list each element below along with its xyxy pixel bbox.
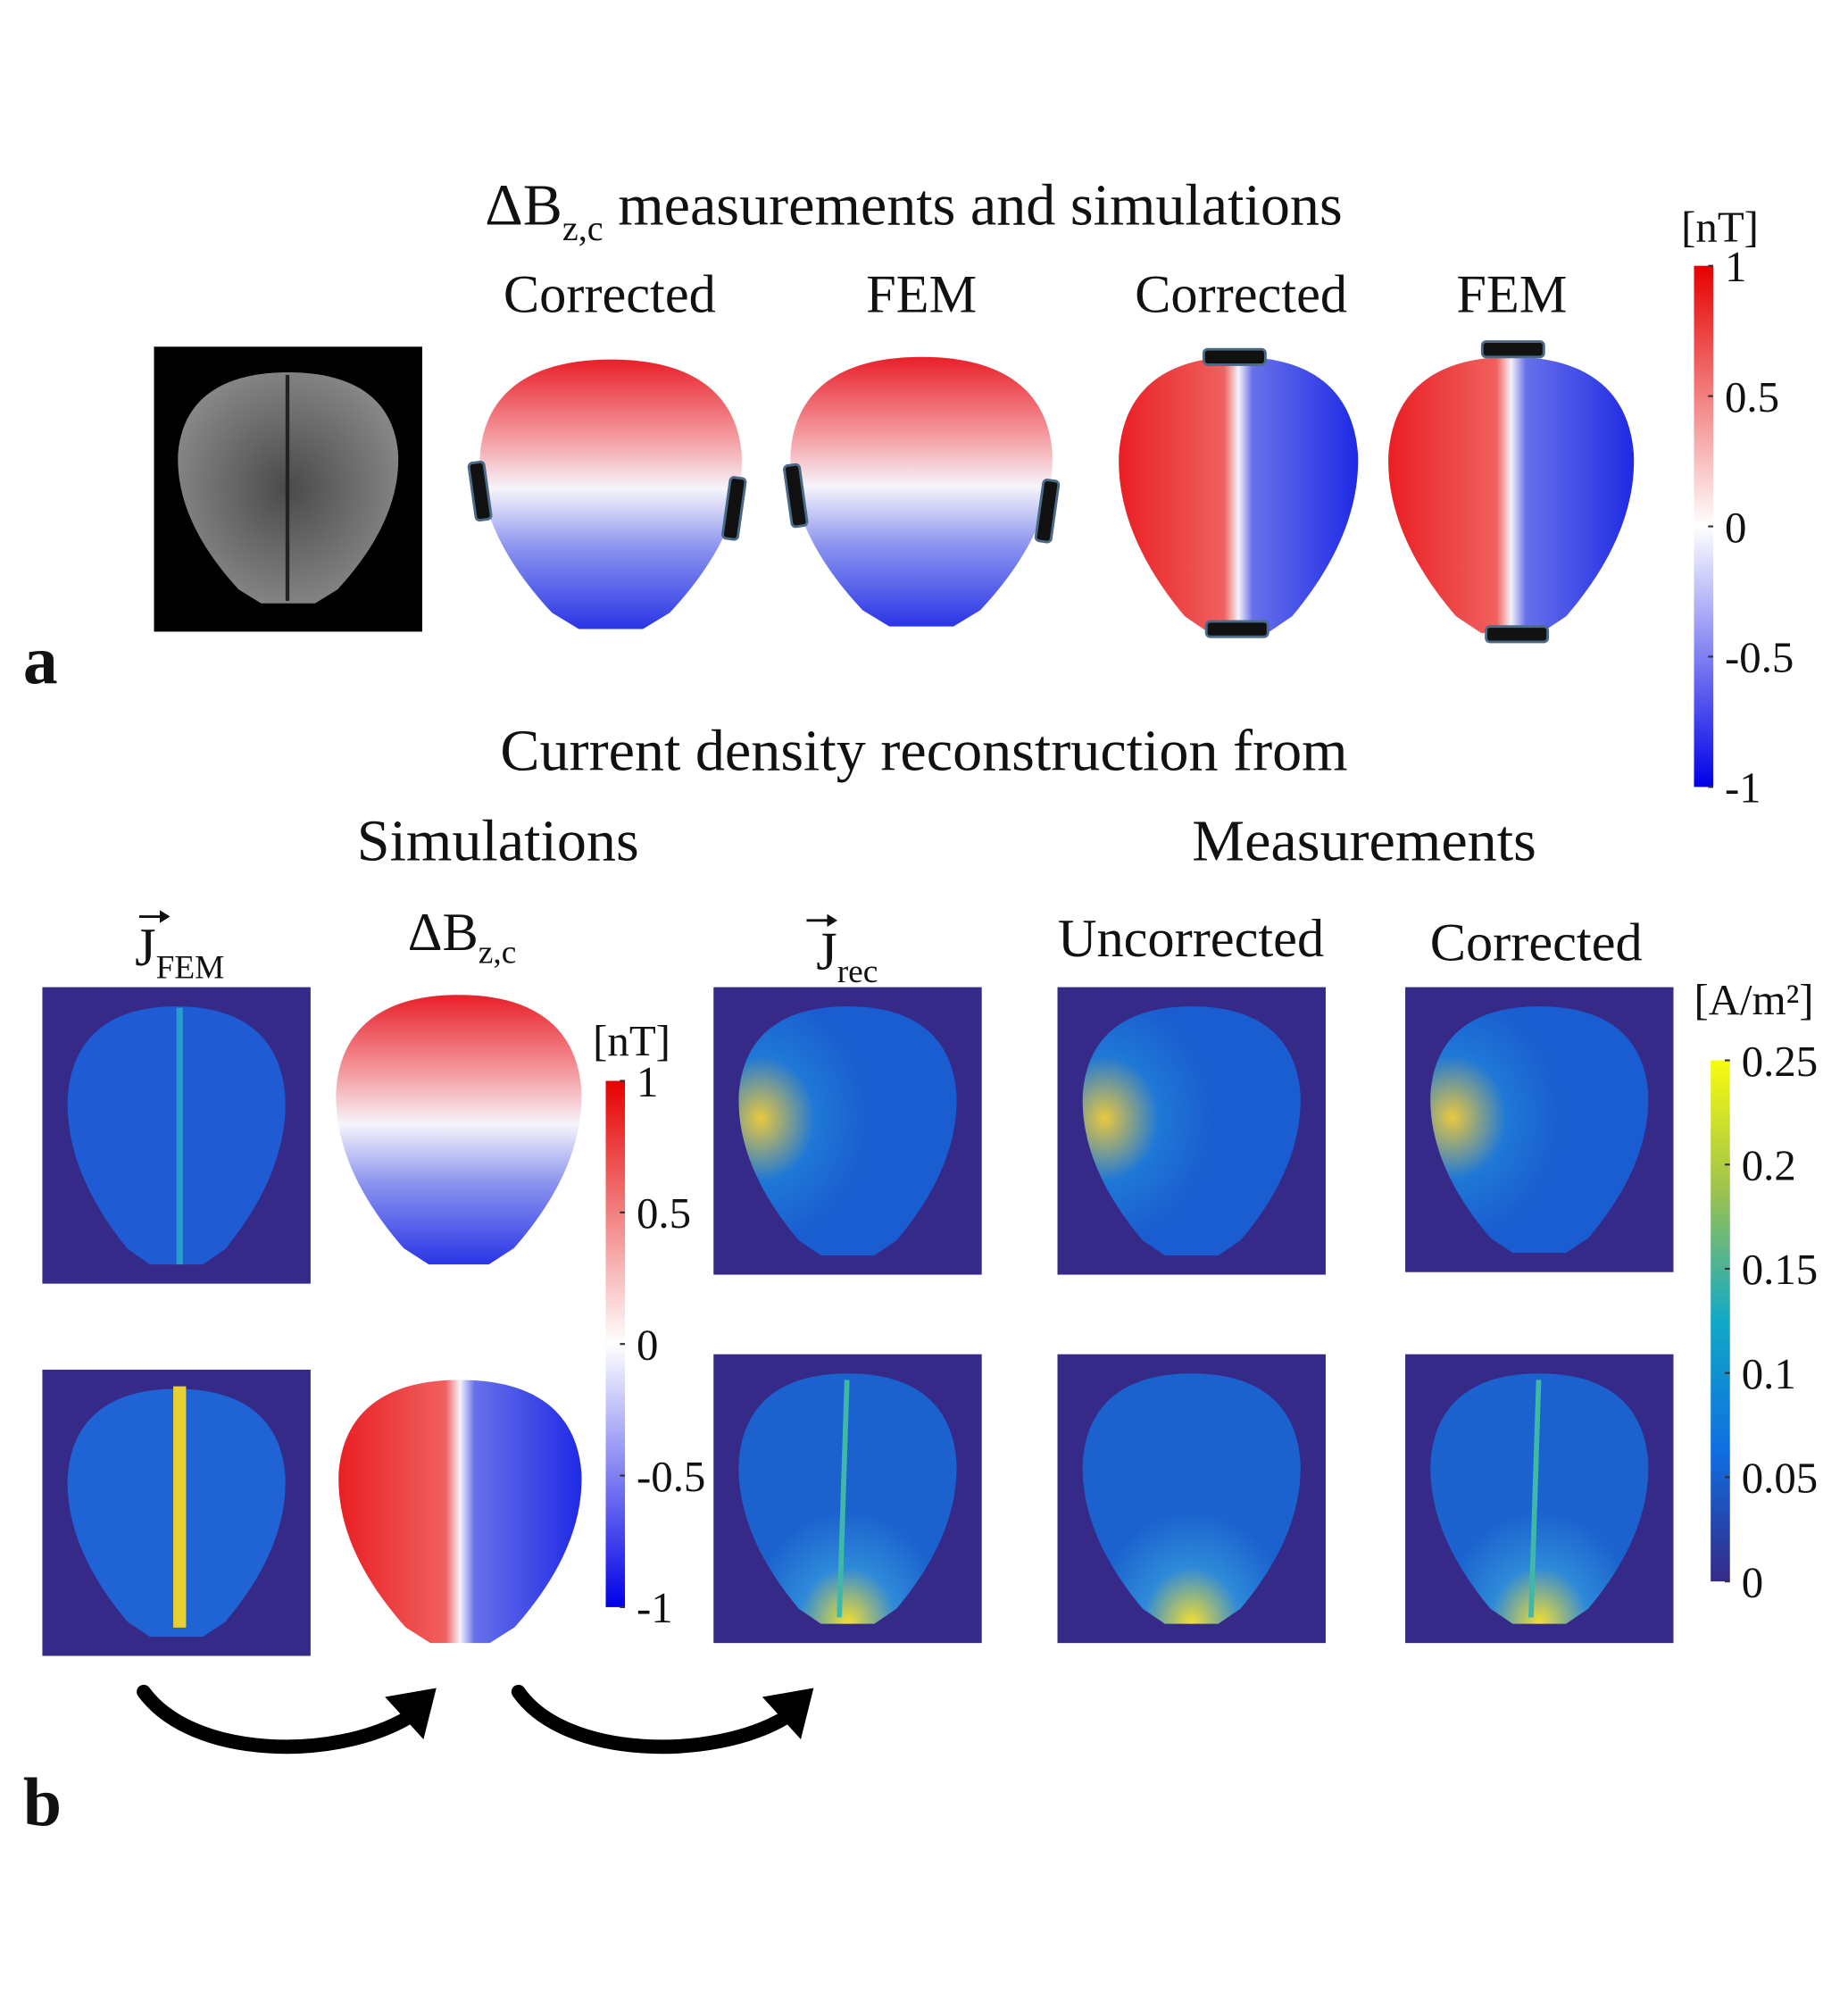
colorbar-tick-label: 0.25 bbox=[1742, 1037, 1819, 1086]
vector-arrow-head bbox=[827, 913, 837, 928]
column-label: ΔBz,c bbox=[408, 903, 517, 971]
colorbar-tick-label: -1 bbox=[637, 1583, 673, 1632]
electrode bbox=[1485, 625, 1550, 644]
label-sub: FEM bbox=[156, 950, 225, 987]
column-label: FEM bbox=[1456, 264, 1567, 324]
colorbar-unit: [nT] bbox=[593, 1016, 670, 1065]
column-label: FEM bbox=[866, 264, 977, 324]
vessel bbox=[837, 1380, 850, 1618]
brain-map bbox=[336, 995, 582, 1265]
label-sub: rec bbox=[837, 954, 878, 990]
electrode bbox=[783, 463, 809, 529]
colorbar bbox=[1711, 1060, 1730, 1582]
colorbar-tick-label: 1 bbox=[1725, 242, 1746, 291]
brain-map bbox=[338, 1380, 582, 1644]
label-main: ΔB bbox=[408, 903, 479, 963]
electrode bbox=[721, 476, 747, 541]
column-label: Corrected bbox=[504, 264, 716, 324]
column-label: Uncorrected bbox=[1058, 909, 1324, 969]
column-label: Corrected bbox=[1135, 264, 1347, 324]
column-label: Corrected bbox=[1430, 913, 1643, 972]
colorbar-tick-label: -1 bbox=[1725, 763, 1761, 813]
colorbar-tick-label: -0.5 bbox=[1725, 633, 1794, 682]
column-label: Jrec bbox=[816, 921, 878, 989]
group-label: Measurements bbox=[1192, 808, 1536, 873]
panel-a-title: ΔBz,c measurements and simulations bbox=[485, 173, 1342, 248]
colorbar-tick-label: 0.2 bbox=[1742, 1141, 1796, 1190]
panel-label: a bbox=[23, 621, 58, 698]
label-main: Corrected bbox=[1430, 913, 1643, 972]
brain-map bbox=[790, 356, 1053, 627]
electrode bbox=[467, 460, 493, 522]
electrode bbox=[1034, 479, 1061, 544]
brain-map bbox=[1119, 356, 1359, 633]
label-sub: z,c bbox=[479, 934, 517, 971]
label-main: Uncorrected bbox=[1058, 909, 1324, 969]
label-main: J bbox=[816, 921, 837, 981]
panel-label: b bbox=[23, 1763, 62, 1840]
label-main: J bbox=[135, 918, 156, 978]
electrode bbox=[1202, 347, 1267, 366]
colorbar-tick-label: 0 bbox=[637, 1320, 658, 1369]
colorbar-tick-label: 0 bbox=[1725, 503, 1746, 552]
colorbar-tick-label: -0.5 bbox=[637, 1452, 705, 1501]
brain-map bbox=[479, 359, 742, 629]
colorbar-unit: [A/m²] bbox=[1694, 975, 1814, 1024]
colorbar-tick-label: 0.15 bbox=[1742, 1245, 1819, 1294]
group-label: Simulations bbox=[357, 808, 639, 873]
vector-arrow-head bbox=[159, 910, 171, 923]
colorbar-unit: [nT] bbox=[1681, 202, 1759, 251]
vessel bbox=[1528, 1380, 1542, 1618]
arrows bbox=[137, 1684, 793, 1755]
panel-b-title: Current density reconstruction from bbox=[500, 719, 1347, 784]
colorbar-tick-label: 0.5 bbox=[637, 1188, 691, 1238]
mri-brain bbox=[178, 372, 399, 604]
electrode bbox=[1204, 620, 1269, 638]
colorbar-tick-label: 0 bbox=[1742, 1557, 1763, 1606]
electrode bbox=[1480, 340, 1545, 359]
colorbar-tick-label: 0.1 bbox=[1742, 1349, 1796, 1398]
colorbar-tick-label: 0.5 bbox=[1725, 372, 1779, 421]
colorbar-tick-label: 0.05 bbox=[1742, 1454, 1819, 1503]
arrow-heads bbox=[385, 1688, 814, 1739]
colorbar-tick-label: 1 bbox=[637, 1057, 658, 1106]
brain-map bbox=[1388, 356, 1635, 633]
column-label: JFEM bbox=[135, 918, 224, 986]
